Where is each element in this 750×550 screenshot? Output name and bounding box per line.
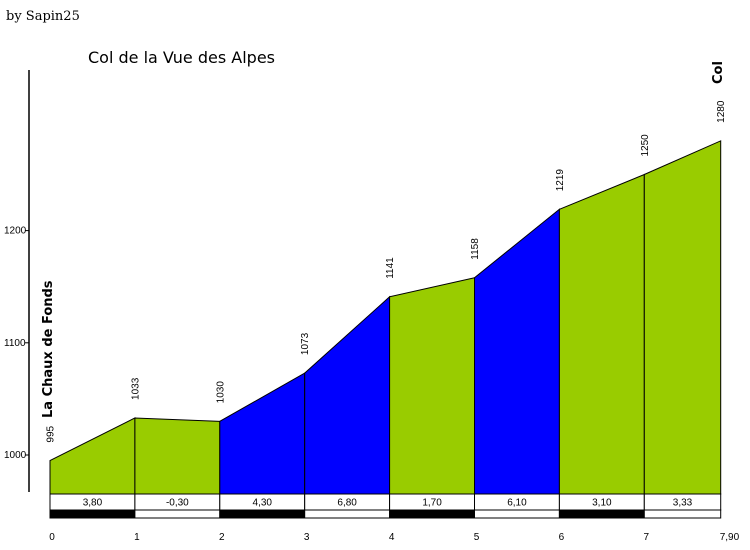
x-tick-label-0: 0 bbox=[49, 532, 55, 543]
km-scale-block-6 bbox=[474, 509, 560, 519]
end-label: Col bbox=[711, 61, 726, 84]
credit-text: by Sapin25 bbox=[6, 9, 80, 24]
grade-label-2: -0,30 bbox=[166, 498, 189, 509]
altitude-label-995: 995 bbox=[46, 425, 57, 442]
km-scale-block-3 bbox=[219, 509, 306, 519]
grade-label-6: 6,10 bbox=[507, 498, 527, 509]
altitude-label-1141: 1141 bbox=[385, 257, 396, 279]
profile-segment-8 bbox=[643, 140, 722, 495]
altitude-label-1250: 1250 bbox=[640, 134, 651, 157]
grade-label-3: 4,30 bbox=[253, 498, 273, 509]
grade-label-7: 3,10 bbox=[592, 498, 612, 509]
grade-label-1: 3,80 bbox=[83, 498, 103, 509]
profile-segment-5 bbox=[389, 277, 475, 495]
grade-label-5: 1,70 bbox=[422, 498, 442, 509]
altitude-label-1280: 1280 bbox=[716, 100, 727, 123]
x-tick-label-4: 4 bbox=[389, 532, 395, 543]
grade-label-8: 3,33 bbox=[673, 498, 693, 509]
km-scale-block-1 bbox=[49, 509, 136, 519]
x-tick-label-7,90: 7,90 bbox=[720, 532, 740, 543]
profile-segment-4 bbox=[304, 295, 391, 495]
start-label: La Chaux de Fonds bbox=[41, 280, 56, 418]
y-tick-label-1200: 1200 bbox=[4, 226, 27, 237]
x-tick-label-1: 1 bbox=[134, 532, 140, 543]
altitude-label-1219: 1219 bbox=[555, 169, 566, 192]
y-tick-label-1000: 1000 bbox=[4, 450, 27, 461]
x-tick-label-2: 2 bbox=[219, 532, 225, 543]
x-tick-label-6: 6 bbox=[559, 532, 565, 543]
altitude-label-1158: 1158 bbox=[470, 238, 481, 260]
x-tick-label-3: 3 bbox=[304, 532, 310, 543]
chart-title: Col de la Vue des Alpes bbox=[88, 48, 275, 67]
profile-segment-2 bbox=[134, 417, 221, 495]
km-scale-block-5 bbox=[389, 509, 476, 519]
plot-area: 1000 1100 1200 3,80 -0,30 4,30 6,80 1,70 6,10 3,1… bbox=[4, 70, 740, 543]
km-scale-block-7 bbox=[558, 509, 645, 519]
km-scale-block-4 bbox=[304, 509, 391, 519]
profile-segment-1 bbox=[49, 417, 136, 495]
x-tick-label-5: 5 bbox=[474, 532, 480, 543]
altitude-label-1030: 1030 bbox=[215, 381, 226, 404]
km-scale-block-8 bbox=[643, 509, 722, 519]
y-tick-label-1100: 1100 bbox=[4, 338, 26, 349]
grade-label-4: 6,80 bbox=[337, 498, 357, 509]
profile-segment-7 bbox=[558, 173, 645, 495]
profile-segment-3 bbox=[219, 372, 306, 495]
km-scale-block-2 bbox=[134, 509, 221, 519]
altitude-label-1033: 1033 bbox=[130, 377, 141, 400]
x-tick-label-7: 7 bbox=[644, 532, 650, 543]
altitude-label-1073: 1073 bbox=[300, 332, 311, 355]
profile-segment-6 bbox=[474, 208, 560, 495]
